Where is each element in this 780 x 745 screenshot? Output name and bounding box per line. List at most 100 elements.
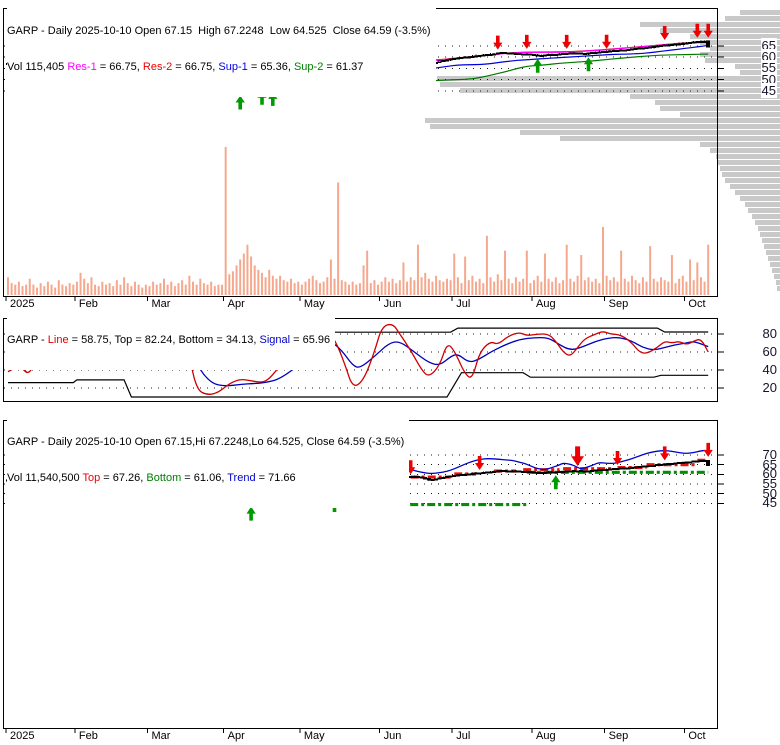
volume-profile-bar (710, 148, 780, 153)
volume-bar (620, 250, 623, 295)
header-part: Sup-1 (218, 61, 248, 73)
volume-bar (163, 278, 166, 295)
sell-arrow-icon (660, 446, 670, 461)
volume-bar (656, 281, 659, 295)
volume-profile-bar (440, 82, 780, 87)
volume-bar (456, 277, 459, 295)
volume-bar (373, 280, 376, 295)
volume-bar (104, 284, 107, 295)
volume-bar (195, 284, 198, 295)
volume-bar (126, 283, 129, 295)
volume-bar (311, 275, 314, 295)
volume-bar (75, 281, 78, 295)
volume-bar (395, 283, 398, 295)
volume-bar (377, 284, 380, 295)
volume-profile-bar (425, 118, 780, 123)
volume-bar (464, 256, 467, 295)
volume-profile-bar (720, 166, 780, 171)
volume-profile-bar (718, 160, 780, 165)
volume-bar (529, 283, 532, 295)
header-part: = 65.36, (247, 61, 294, 73)
panel2-frame-layer (3, 318, 724, 402)
volume-bar (304, 281, 307, 295)
volume-bar (293, 283, 296, 295)
volume-bar (660, 277, 663, 295)
volume-bar (181, 280, 184, 295)
volume-bar (351, 281, 354, 295)
volume-profile-bar (740, 70, 780, 75)
volume-bar (500, 280, 503, 295)
volume-bar (631, 275, 634, 295)
volume-bar (685, 281, 688, 295)
volume-bar (326, 277, 329, 295)
y-axis-label: 60 (762, 344, 777, 359)
volume-bar (224, 147, 227, 295)
sell-arrow-icon (660, 26, 670, 40)
volume-profile-bar (730, 184, 780, 189)
volume-bar (79, 272, 82, 295)
volume-profile-bar (725, 16, 780, 21)
volume-bar (540, 281, 543, 295)
volume-bar (133, 281, 136, 295)
month-label: Apr (227, 298, 245, 310)
volume-bar (57, 280, 60, 295)
volume-bar (442, 281, 445, 295)
volume-bar (449, 280, 452, 295)
buy-arrow-icon (533, 58, 543, 73)
volume-bar (7, 277, 9, 295)
header-part: Res-2 (142, 61, 173, 73)
volume-bar (406, 281, 409, 295)
volume-bar (170, 281, 173, 295)
osc-bottom-level-line (8, 372, 709, 398)
volume-bar (707, 244, 710, 295)
month-label: Jul (456, 730, 471, 742)
volume-bar (609, 280, 612, 295)
volume-bar (689, 259, 692, 295)
volume-bar (391, 278, 394, 295)
month-label: Jul (456, 298, 471, 310)
volume-bar (384, 277, 387, 295)
volume-bar (28, 278, 31, 295)
volume-bar (576, 275, 579, 295)
volume-bar (507, 278, 510, 295)
volume-bar (264, 277, 267, 295)
volume-bar (217, 284, 220, 295)
volume-bar (279, 275, 282, 295)
header-part: Res-1 (67, 61, 97, 73)
volume-bar (39, 283, 42, 295)
volume-bar (340, 280, 343, 295)
volume-bar (101, 281, 104, 295)
header-part: Vol 11,540,500 (7, 472, 83, 484)
volume-bar (68, 283, 71, 295)
volume-bar (282, 280, 285, 295)
volume-bar (674, 283, 677, 295)
volume-bar (231, 271, 234, 295)
volume-bar (402, 262, 405, 295)
volume-bar (148, 286, 151, 295)
volume-bar (594, 278, 597, 295)
sell-arrow-icon (703, 23, 713, 38)
y-axis-label: 20 (762, 380, 777, 395)
volume-bar (431, 281, 434, 295)
volume-bar (242, 253, 245, 295)
volume-bar (17, 281, 20, 295)
volume-profile-bar (735, 64, 780, 69)
volume-bar (94, 284, 97, 295)
month-label: Mar (151, 298, 171, 310)
month-label: May (303, 298, 325, 310)
volume-bar (471, 275, 474, 295)
volume-bar (333, 278, 336, 295)
volume-bar (97, 286, 100, 295)
y-axis-label: 70 (762, 447, 777, 462)
volume-bar (652, 278, 655, 295)
volume-bar (569, 278, 572, 295)
volume-bar (420, 277, 423, 295)
panel1-header: GARP - Daily 2025-10-10 Open 67.15 High … (7, 1, 436, 97)
volume-bar (297, 281, 300, 295)
volume-bar (649, 246, 652, 295)
panel3-header: GARP - Daily 2025-10-10 Open 67.15,Hi 67… (7, 412, 410, 508)
volume-bar (228, 274, 231, 295)
volume-bar (315, 280, 318, 295)
volume-bar (612, 277, 615, 295)
